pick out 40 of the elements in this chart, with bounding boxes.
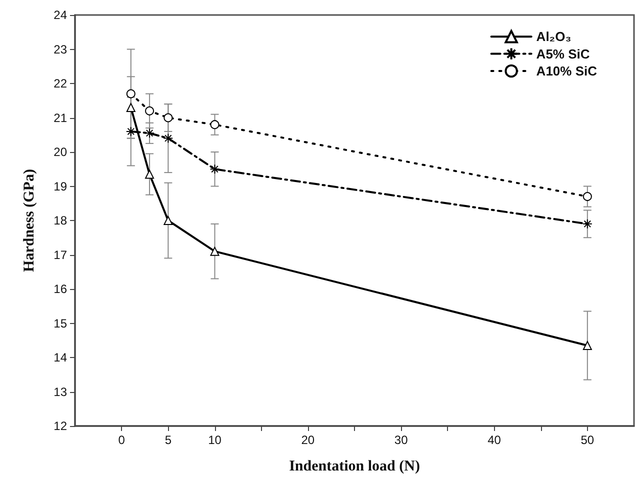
y-tick-label: 21 [54,110,68,125]
y-tick-label: 24 [54,8,68,22]
point [210,120,220,130]
y-tick-label: 14 [54,350,68,364]
y-tick-label: 23 [54,42,68,56]
point [145,170,154,179]
y-tick-label: 12 [54,419,68,433]
x-tick-label: 5 [164,433,172,447]
legend-label: A10% SiC [536,64,598,78]
x-tick-label: 30 [394,433,408,447]
point [210,164,220,174]
y-tick-label: 17 [54,248,68,262]
legend-label: A5% SiC [536,46,590,62]
y-tick-label: 19 [54,179,68,194]
x-tick-label: 50 [580,433,594,447]
point [164,216,173,225]
y-tick-label: 22 [54,76,68,90]
legend-label: Al₂O₃ [536,29,572,44]
x-axis-title: Indentation load (N) [289,458,420,474]
point [126,102,136,112]
x-tick-label: 20 [301,433,315,447]
x-tick-label: 10 [208,433,222,447]
y-tick-label: 13 [54,384,68,399]
point [582,341,592,350]
point [210,246,220,256]
y-tick-label: 15 [54,316,68,330]
y-tick-label: 20 [54,145,68,159]
point [145,106,154,116]
point [582,192,592,202]
point [144,128,155,138]
y-tick-label: 18 [54,214,68,228]
y-tick-label: 16 [54,282,68,296]
point [163,133,174,144]
point [126,126,136,136]
point [582,218,592,229]
point [164,113,173,122]
point [126,89,136,98]
x-tick-label: 40 [488,433,502,447]
y-axis-title: Hardness (GPa) [22,169,38,272]
x-tick-label: 0 [118,433,126,447]
